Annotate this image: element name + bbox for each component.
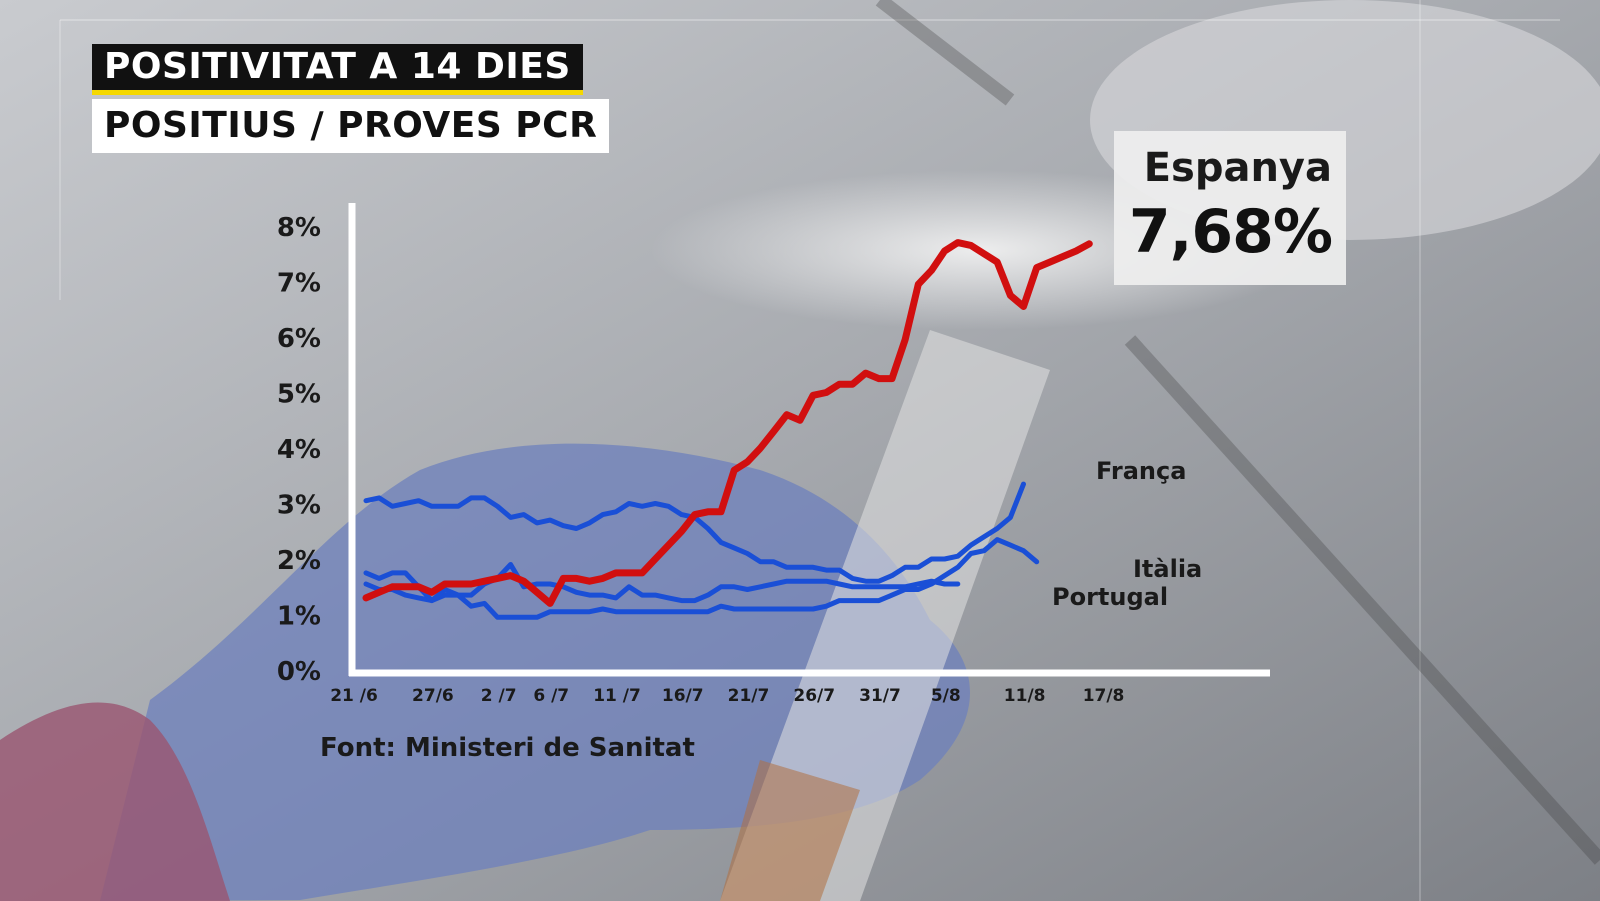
series-label-portugal: Portugal xyxy=(1052,583,1168,611)
chart-subtitle: POSITIUS / PROVES PCR xyxy=(92,99,610,153)
x-tick-label: 6 /7 xyxy=(533,686,569,706)
x-tick-label: 5/8 xyxy=(931,686,961,706)
x-tick-label: 21/7 xyxy=(728,686,770,706)
x-axis-ticks: 21 /6 27/6 2 /7 6 /7 11 /7 16/7 21/7 26/7 31/7 5/… xyxy=(330,686,1124,706)
x-tick-label: 2 /7 xyxy=(481,686,517,706)
y-tick-label: 2% xyxy=(277,546,321,576)
x-tick-label: 26/7 xyxy=(793,686,835,706)
series-line-espanya xyxy=(362,239,1093,607)
y-tick-label: 7% xyxy=(277,269,321,299)
x-tick-label: 16/7 xyxy=(662,686,704,706)
y-tick-label: 0% xyxy=(277,657,321,687)
y-tick-label: 3% xyxy=(277,491,321,521)
x-tick-label: 11/8 xyxy=(1004,686,1046,706)
callout-country: Espanya xyxy=(1143,145,1332,191)
callout-value: 7,68% xyxy=(1128,197,1333,267)
x-tick-label: 11 /7 xyxy=(593,686,641,706)
x-tick-label: 31/7 xyxy=(859,686,901,706)
y-tick-label: 5% xyxy=(277,380,321,410)
series-line-portugal xyxy=(363,562,961,604)
espanya-callout: Espanya 7,68% xyxy=(1114,131,1346,285)
x-tick-label: 21 /6 xyxy=(330,686,378,706)
x-tick-label: 27/6 xyxy=(412,686,454,706)
y-tick-label: 1% xyxy=(277,602,321,632)
y-tick-label: 8% xyxy=(277,213,321,243)
y-tick-label: 4% xyxy=(277,435,321,465)
series-lines xyxy=(362,239,1093,620)
y-axis-ticks: 0% 1% 2% 3% 4% 5% 6% 7% 8% xyxy=(277,213,321,687)
series-line-italia xyxy=(363,537,1040,620)
series-label-italia: Itàlia xyxy=(1133,555,1202,583)
chart-axes xyxy=(348,203,1270,677)
series-label-franca: França xyxy=(1096,457,1186,485)
y-tick-label: 6% xyxy=(277,324,321,354)
x-tick-label: 17/8 xyxy=(1083,686,1125,706)
series-line-franca xyxy=(363,481,1026,584)
source-note: Font: Ministeri de Sanitat xyxy=(320,733,695,763)
chart-title: POSITIVITAT A 14 DIES xyxy=(92,44,583,95)
